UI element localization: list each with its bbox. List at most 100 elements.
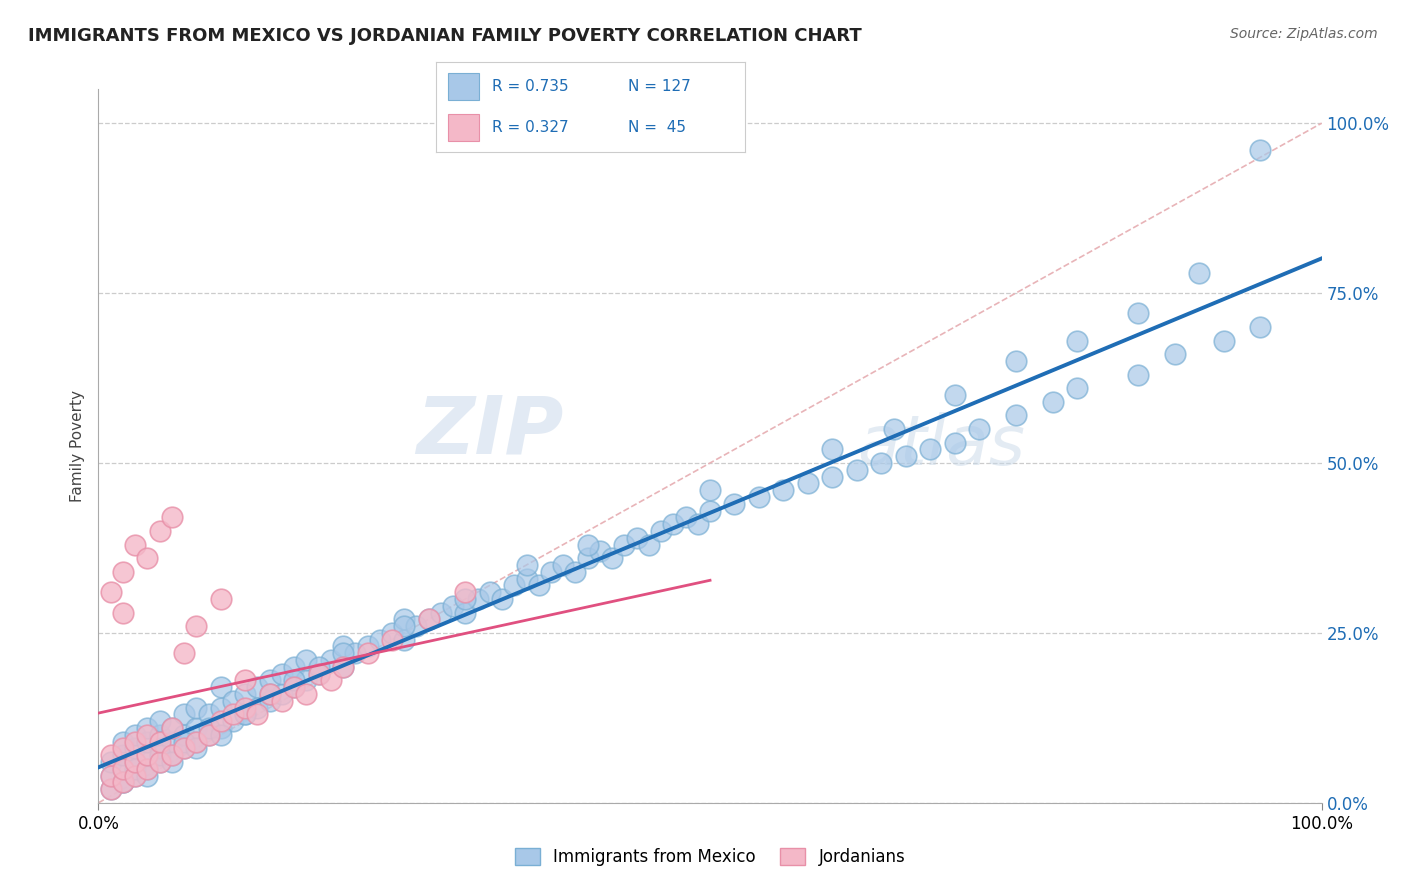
- Point: [564, 565, 586, 579]
- Point: [1249, 320, 1271, 334]
- Point: [392, 632, 416, 647]
- Point: [160, 721, 183, 735]
- Point: [111, 565, 134, 579]
- Point: [430, 606, 453, 620]
- Point: [149, 748, 172, 763]
- Point: [920, 442, 942, 457]
- Text: ZIP: ZIP: [416, 392, 564, 471]
- Point: [233, 673, 256, 688]
- Point: [124, 755, 146, 769]
- Point: [209, 728, 232, 742]
- Point: [160, 510, 183, 524]
- Point: [160, 721, 183, 735]
- Point: [222, 707, 245, 722]
- Point: [1004, 409, 1026, 423]
- Point: [478, 585, 501, 599]
- Point: [136, 748, 159, 763]
- Point: [136, 762, 159, 776]
- Point: [149, 755, 172, 769]
- Point: [111, 606, 134, 620]
- Point: [160, 755, 183, 769]
- Point: [356, 646, 378, 660]
- Point: [283, 680, 305, 694]
- Point: [699, 503, 721, 517]
- Point: [368, 632, 391, 647]
- Point: [136, 551, 159, 566]
- Point: [222, 694, 245, 708]
- Text: Source: ZipAtlas.com: Source: ZipAtlas.com: [1230, 27, 1378, 41]
- Point: [1128, 368, 1150, 382]
- Point: [186, 721, 208, 735]
- Point: [173, 734, 195, 748]
- Point: [405, 619, 427, 633]
- Point: [381, 626, 404, 640]
- Point: [149, 524, 172, 538]
- Point: [344, 646, 367, 660]
- Point: [319, 653, 342, 667]
- Point: [332, 660, 354, 674]
- Point: [283, 673, 305, 688]
- Point: [1066, 381, 1088, 395]
- Point: [943, 435, 966, 450]
- Point: [319, 673, 342, 688]
- Point: [197, 728, 219, 742]
- Point: [136, 734, 159, 748]
- Point: [527, 578, 550, 592]
- Point: [259, 687, 281, 701]
- Point: [270, 666, 294, 681]
- Point: [100, 585, 122, 599]
- Point: [111, 775, 134, 789]
- Point: [111, 741, 134, 756]
- Point: [589, 544, 612, 558]
- Text: N =  45: N = 45: [627, 120, 686, 135]
- Point: [626, 531, 648, 545]
- Point: [356, 640, 378, 654]
- Point: [149, 728, 172, 742]
- Point: [1128, 306, 1150, 320]
- FancyBboxPatch shape: [449, 73, 479, 100]
- Point: [209, 714, 232, 729]
- Point: [1004, 354, 1026, 368]
- Point: [283, 680, 305, 694]
- Text: N = 127: N = 127: [627, 79, 690, 94]
- Point: [246, 700, 269, 714]
- Point: [209, 680, 232, 694]
- Point: [295, 673, 318, 688]
- Point: [454, 606, 477, 620]
- Point: [576, 537, 599, 551]
- Point: [576, 551, 599, 566]
- Point: [233, 700, 256, 714]
- Point: [821, 442, 844, 457]
- Point: [943, 388, 966, 402]
- Point: [124, 762, 146, 776]
- Legend: Immigrants from Mexico, Jordanians: Immigrants from Mexico, Jordanians: [508, 841, 912, 873]
- Point: [392, 619, 416, 633]
- Point: [160, 748, 183, 763]
- Text: R = 0.735: R = 0.735: [492, 79, 568, 94]
- Point: [186, 619, 208, 633]
- Point: [295, 653, 318, 667]
- Point: [111, 775, 134, 789]
- Point: [515, 558, 537, 572]
- Point: [197, 707, 219, 722]
- Point: [136, 728, 159, 742]
- Point: [1212, 334, 1234, 348]
- Point: [233, 707, 256, 722]
- Point: [209, 700, 232, 714]
- Point: [821, 469, 844, 483]
- Point: [418, 612, 440, 626]
- Point: [650, 524, 672, 538]
- Point: [209, 721, 232, 735]
- Point: [173, 728, 195, 742]
- Point: [209, 591, 232, 606]
- Point: [1249, 144, 1271, 158]
- Point: [100, 782, 122, 797]
- Point: [197, 721, 219, 735]
- Point: [136, 721, 159, 735]
- Point: [186, 734, 208, 748]
- Point: [100, 748, 122, 763]
- Point: [332, 640, 354, 654]
- Point: [100, 782, 122, 797]
- Point: [723, 497, 745, 511]
- Point: [124, 537, 146, 551]
